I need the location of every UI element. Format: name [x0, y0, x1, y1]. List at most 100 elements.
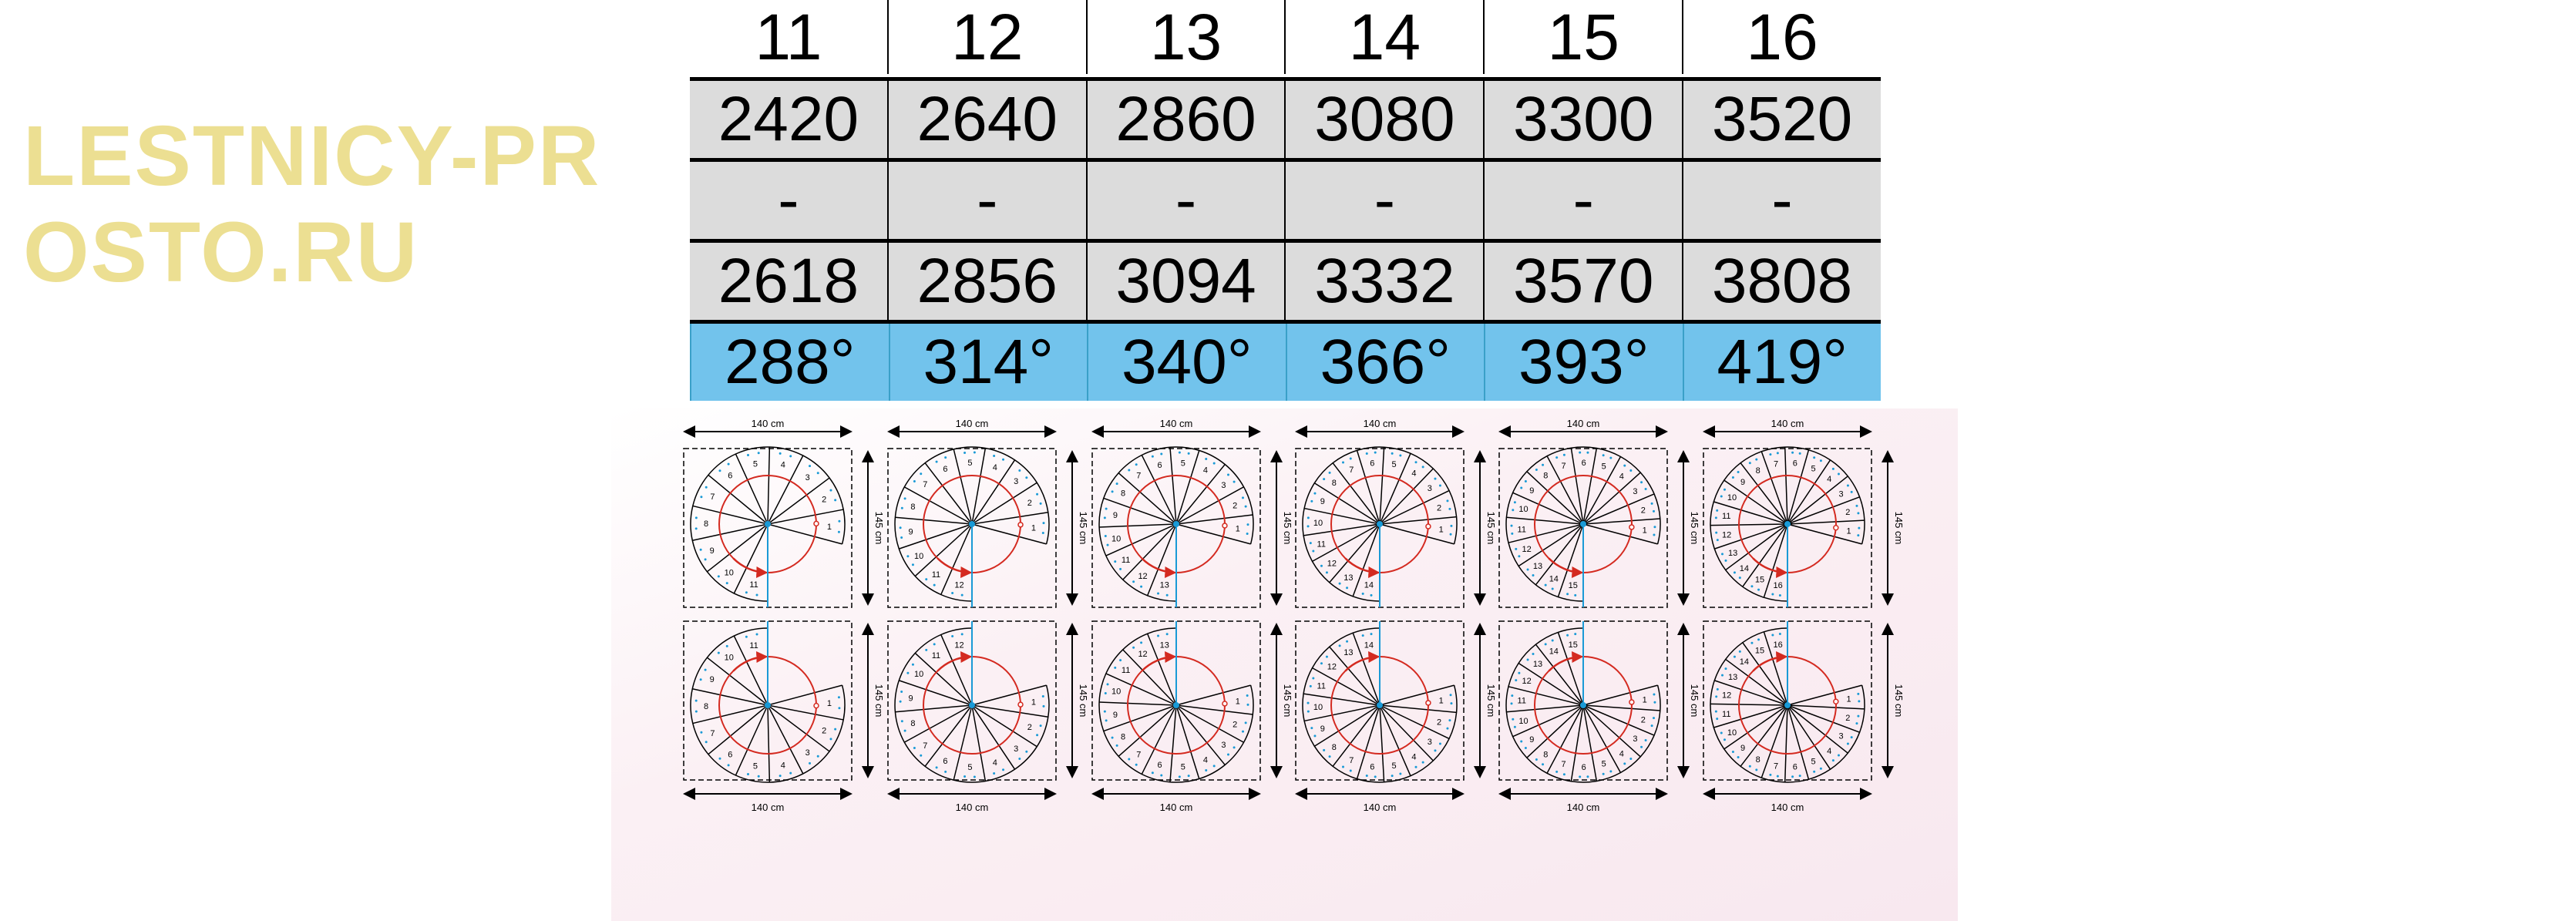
walkline-dot	[1349, 769, 1352, 772]
step-number: 4	[781, 460, 785, 469]
step-number: 10	[1518, 717, 1528, 726]
step-number: 14	[1364, 581, 1374, 590]
step-number: 9	[1320, 497, 1325, 506]
walkline-dot	[1448, 507, 1451, 510]
tread-edge	[971, 704, 1016, 770]
tread-edge	[1582, 448, 1598, 525]
tread-edge	[767, 704, 771, 782]
walkline-dot	[1178, 451, 1181, 454]
direction-arrow	[732, 650, 768, 672]
walkline-dot	[838, 707, 841, 710]
walkline-dot	[925, 578, 928, 581]
walkline-dot	[1858, 526, 1861, 529]
tread-edge	[1570, 448, 1584, 525]
step-number: 4	[993, 758, 997, 768]
walkline-dot	[1731, 751, 1734, 754]
direction-arrow	[1141, 650, 1177, 672]
tread-edge	[1582, 523, 1658, 545]
walkline-dot	[1313, 492, 1317, 495]
walkline-dot	[1187, 452, 1190, 455]
walkline-dot	[1813, 770, 1816, 773]
walkline-dot	[1653, 693, 1656, 696]
step-number: 10	[1313, 519, 1323, 528]
walkline-dot	[1119, 567, 1122, 570]
walkline-dot	[1716, 539, 1719, 542]
walkline-dot	[1520, 486, 1523, 489]
walkline-dot	[1310, 499, 1313, 503]
height-label: 145 cm	[1078, 512, 1089, 545]
center-post	[969, 521, 975, 527]
walkline-dot	[1791, 775, 1794, 778]
tread-edge	[1787, 704, 1831, 770]
step-number: 4	[1827, 747, 1831, 756]
walkline-dot	[700, 731, 703, 734]
walkline-dot	[1114, 560, 1117, 563]
tread-edge	[735, 704, 768, 776]
step-number: 4	[1619, 472, 1624, 481]
walkline-dot	[1731, 476, 1734, 479]
step-number: 7	[1774, 762, 1778, 771]
walkline-dot	[1738, 576, 1741, 580]
walkline-dot	[1341, 461, 1344, 464]
outer-stringer	[690, 446, 846, 602]
walkline-dot	[717, 651, 720, 654]
tread-edge	[971, 523, 1047, 545]
walkline-dot	[694, 516, 698, 519]
tread-edge	[940, 634, 973, 706]
step-number: 10	[1313, 703, 1323, 712]
step-number: 9	[1320, 724, 1325, 734]
tread-edge	[767, 684, 842, 706]
center-post	[1580, 702, 1586, 708]
walkline-dot	[1716, 509, 1719, 512]
direction-arrow	[732, 557, 768, 579]
step-number: 11	[1122, 666, 1130, 675]
walkline-dot	[1448, 719, 1451, 722]
walkline-dot	[1562, 773, 1565, 776]
walkline-dot	[1227, 753, 1230, 756]
walkline-dot	[960, 593, 963, 597]
tread-edge	[1303, 523, 1380, 536]
step-number: 5	[1391, 761, 1396, 771]
walkline-dot	[1346, 587, 1349, 590]
table-cell: 2618	[690, 243, 887, 320]
walkline-dot	[1755, 768, 1758, 771]
walkline-dot	[1850, 736, 1853, 739]
walkline-dot	[755, 593, 758, 597]
plan-boundary	[887, 620, 1057, 781]
walkline-dot	[1532, 652, 1535, 655]
walkline-dot	[1115, 744, 1118, 747]
tread-edge	[767, 523, 842, 545]
walkline-dot	[1212, 462, 1216, 465]
walkline-dot	[1724, 667, 1727, 671]
step-number: 11	[932, 570, 940, 580]
walkline-dot	[1653, 533, 1656, 536]
outer-stringer	[894, 627, 1050, 783]
step-number: 14	[1740, 564, 1749, 573]
walkline-dot	[1328, 755, 1331, 758]
header-cell: 12	[886, 0, 1086, 74]
walkline-dot	[1714, 516, 1717, 519]
tread-edge	[1710, 523, 1788, 526]
tread-edge	[733, 523, 768, 594]
start-marker	[1222, 701, 1228, 707]
walkline-dot	[1310, 727, 1313, 730]
step-number: 7	[1774, 459, 1778, 469]
walkline-dot	[1574, 593, 1577, 597]
walkline-dot	[1018, 469, 1021, 472]
walkline-dot	[1798, 775, 1801, 778]
walkline-dot	[755, 633, 758, 636]
step-number: 13	[1533, 562, 1542, 571]
walkline-dot	[1535, 758, 1538, 761]
walkline-dot	[700, 496, 703, 499]
table-cell: 3300	[1483, 81, 1683, 158]
walkline-dot	[1178, 775, 1181, 778]
walkline-dot	[1370, 633, 1373, 636]
walkline-dot	[809, 465, 812, 468]
tread-edge	[1787, 496, 1860, 525]
step-number: 2	[1845, 508, 1850, 517]
tread-edge	[1713, 501, 1788, 525]
center-post	[1580, 521, 1586, 527]
step-number: 1	[1236, 525, 1240, 534]
walkline-dot	[837, 530, 840, 533]
